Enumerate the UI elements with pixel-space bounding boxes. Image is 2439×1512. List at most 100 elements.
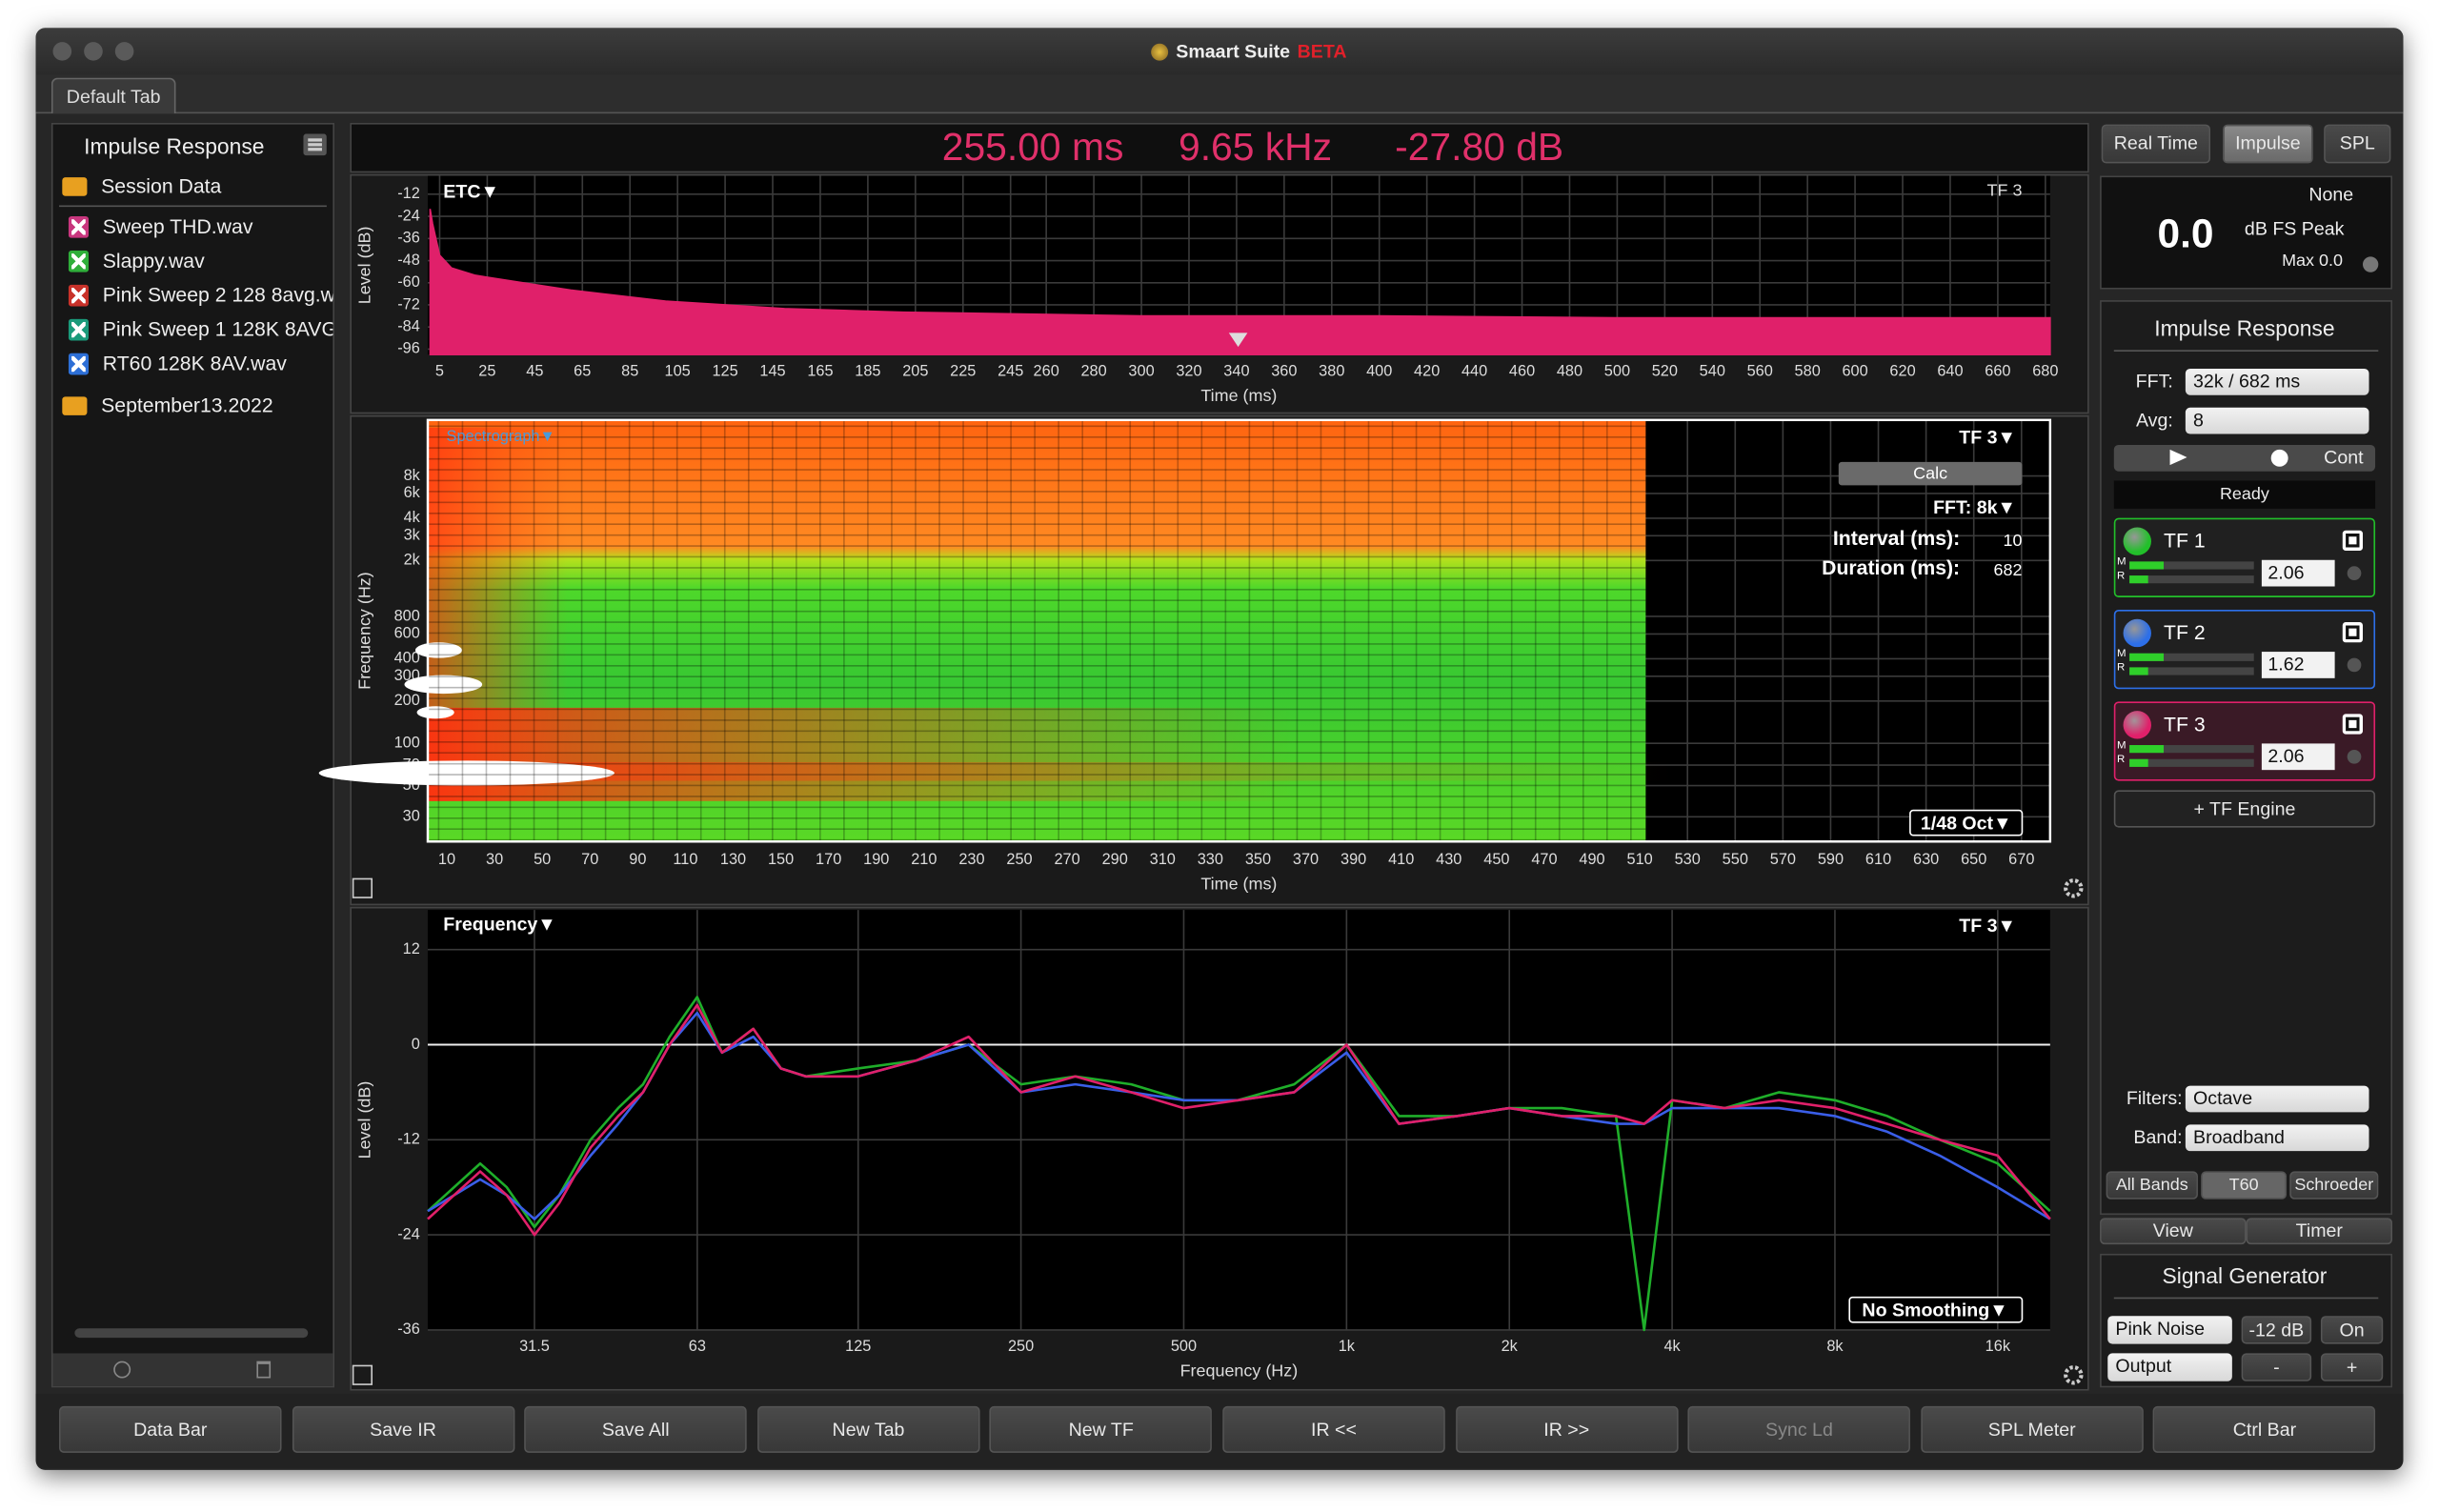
sidebar-title: Impulse Response — [84, 133, 265, 159]
record-button[interactable] — [2270, 449, 2288, 467]
view-button[interactable]: View — [2100, 1218, 2247, 1245]
x-axis-title: Time (ms) — [1200, 875, 1277, 894]
file-name[interactable]: RT60 128K 8AV.wav — [102, 351, 287, 375]
x-tick-label: 65 — [574, 363, 591, 380]
meter-unit[interactable]: dB FS Peak — [2244, 217, 2345, 240]
folder-name[interactable]: September13.2022 — [101, 393, 273, 417]
y-axis-title: Frequency (Hz) — [354, 572, 373, 690]
x-tick-label: 390 — [1340, 851, 1366, 868]
file-name[interactable]: Pink Sweep 2 128 8avg.wav — [102, 283, 333, 307]
x-tick-label: 10 — [438, 851, 455, 868]
toolbar-button[interactable]: IR << — [1222, 1405, 1445, 1453]
plus-button[interactable]: + — [2320, 1353, 2384, 1381]
heatmap-low — [427, 707, 1300, 801]
readout-bar — [350, 122, 2089, 173]
engine-delay[interactable]: 2.06 — [2261, 743, 2335, 771]
filters-select[interactable]: Octave — [2185, 1085, 2369, 1113]
engine-check[interactable] — [2342, 714, 2363, 735]
y-tick-label: -36 — [397, 230, 420, 247]
x-tick-label: 510 — [1627, 851, 1653, 868]
engine-delay[interactable]: 1.62 — [2261, 652, 2335, 678]
x-tick-label: 290 — [1102, 851, 1128, 868]
meter-source[interactable]: None — [2308, 183, 2354, 206]
mode-button[interactable]: Impulse — [2223, 124, 2313, 164]
smoothing-box — [1848, 1296, 2024, 1323]
menu-button[interactable] — [303, 133, 327, 156]
x-tick-label: 680 — [2032, 363, 2058, 380]
x-tick-label: 250 — [1006, 851, 1032, 868]
on-button[interactable]: On — [2320, 1316, 2384, 1344]
file-name[interactable]: Sweep THD.wav — [102, 214, 253, 238]
x-tick-label: 63 — [689, 1338, 706, 1355]
file-name[interactable]: Slappy.wav — [102, 249, 205, 272]
toolbar-button[interactable]: New TF — [990, 1405, 1213, 1453]
engine-check[interactable] — [2342, 622, 2363, 643]
info-button[interactable] — [113, 1361, 131, 1379]
band-select[interactable]: Broadband — [2185, 1124, 2369, 1152]
avg-select[interactable]: 8 — [2185, 407, 2369, 434]
play-button[interactable] — [2169, 449, 2187, 466]
x-tick-label: 150 — [768, 851, 794, 868]
close-light[interactable] — [52, 42, 72, 61]
add-engine[interactable]: + TF Engine — [2113, 790, 2376, 828]
x-tick-label: 460 — [1509, 363, 1535, 380]
x-tick-label: 250 — [1008, 1338, 1034, 1355]
x-tick-label: 185 — [855, 363, 880, 380]
toolbar-button[interactable]: New Tab — [756, 1405, 980, 1453]
toolbar-button[interactable]: Save All — [524, 1405, 747, 1453]
x-tick-label: 125 — [845, 1338, 871, 1355]
engine-check[interactable] — [2342, 530, 2363, 551]
fft-select[interactable]: 32k / 682 ms — [2185, 368, 2369, 395]
toolbar-button[interactable]: IR >> — [1455, 1405, 1678, 1453]
x-tick-label: 330 — [1198, 851, 1223, 868]
toolbar-button[interactable]: Sync Ld — [1687, 1405, 1911, 1453]
x-tick-label: 8k — [1826, 1338, 1844, 1355]
engine-led — [2347, 566, 2362, 580]
meter-fill — [2129, 561, 2165, 570]
readout-value: -27.80 dB — [1395, 126, 1564, 170]
heatmap-peak — [318, 760, 615, 786]
max-light[interactable] — [114, 42, 134, 61]
x-tick-label: 450 — [1483, 851, 1509, 868]
x-tick-label: 470 — [1531, 851, 1557, 868]
cont-button[interactable]: Cont — [2324, 446, 2364, 469]
folder-name[interactable]: Session Data — [101, 173, 222, 198]
x-tick-label: 590 — [1818, 851, 1844, 868]
file-name[interactable]: Pink Sweep 1 128K 8AVG.wav — [102, 317, 333, 341]
transport — [2113, 444, 2376, 472]
smoothing: No Smoothing▼ — [1862, 1300, 2007, 1320]
minus-button[interactable]: - — [2241, 1353, 2312, 1381]
meter-fill — [2129, 745, 2165, 754]
calc-button[interactable] — [1838, 461, 2023, 486]
level-button[interactable]: -12 dB — [2241, 1316, 2312, 1344]
x-tick-label: 170 — [816, 851, 841, 868]
readout-value: 255.00 ms — [941, 126, 1124, 170]
timer-button[interactable]: Timer — [2246, 1218, 2393, 1245]
scrollbar[interactable] — [74, 1328, 309, 1339]
toolbar-button[interactable]: SPL Meter — [1920, 1405, 2144, 1453]
meter-fill — [2129, 575, 2148, 584]
interval-value: 10 — [2003, 531, 2022, 550]
ir-tab[interactable]: T60 — [2201, 1171, 2287, 1200]
toolbar-button[interactable]: Data Bar — [59, 1405, 282, 1453]
trash-button[interactable] — [256, 1361, 272, 1379]
min-light[interactable] — [84, 42, 103, 61]
file-icon — [68, 353, 90, 375]
heatmap-peak — [404, 675, 483, 695]
settings-gear — [2064, 1365, 2084, 1385]
mode-button[interactable]: Real Time — [2101, 124, 2210, 164]
mode-button[interactable]: SPL — [2324, 124, 2391, 164]
output-select[interactable]: Output — [2107, 1353, 2232, 1381]
y-tick-label: 3k — [404, 527, 421, 544]
ir-tab[interactable]: All Bands — [2106, 1171, 2198, 1200]
ir-tab[interactable]: Schroeder — [2289, 1171, 2379, 1200]
engine-delay[interactable]: 2.06 — [2261, 559, 2335, 587]
signal-select[interactable]: Pink Noise — [2107, 1316, 2232, 1344]
settings-gear — [2064, 878, 2084, 898]
tab[interactable]: Default Tab — [50, 77, 176, 114]
toolbar-button[interactable]: Ctrl Bar — [2153, 1405, 2376, 1453]
plot-label: Frequency▼ — [443, 915, 555, 936]
toolbar-button[interactable]: Save IR — [292, 1405, 514, 1453]
x-tick-label: 70 — [581, 851, 598, 868]
y-tick-label: 8k — [404, 467, 421, 484]
